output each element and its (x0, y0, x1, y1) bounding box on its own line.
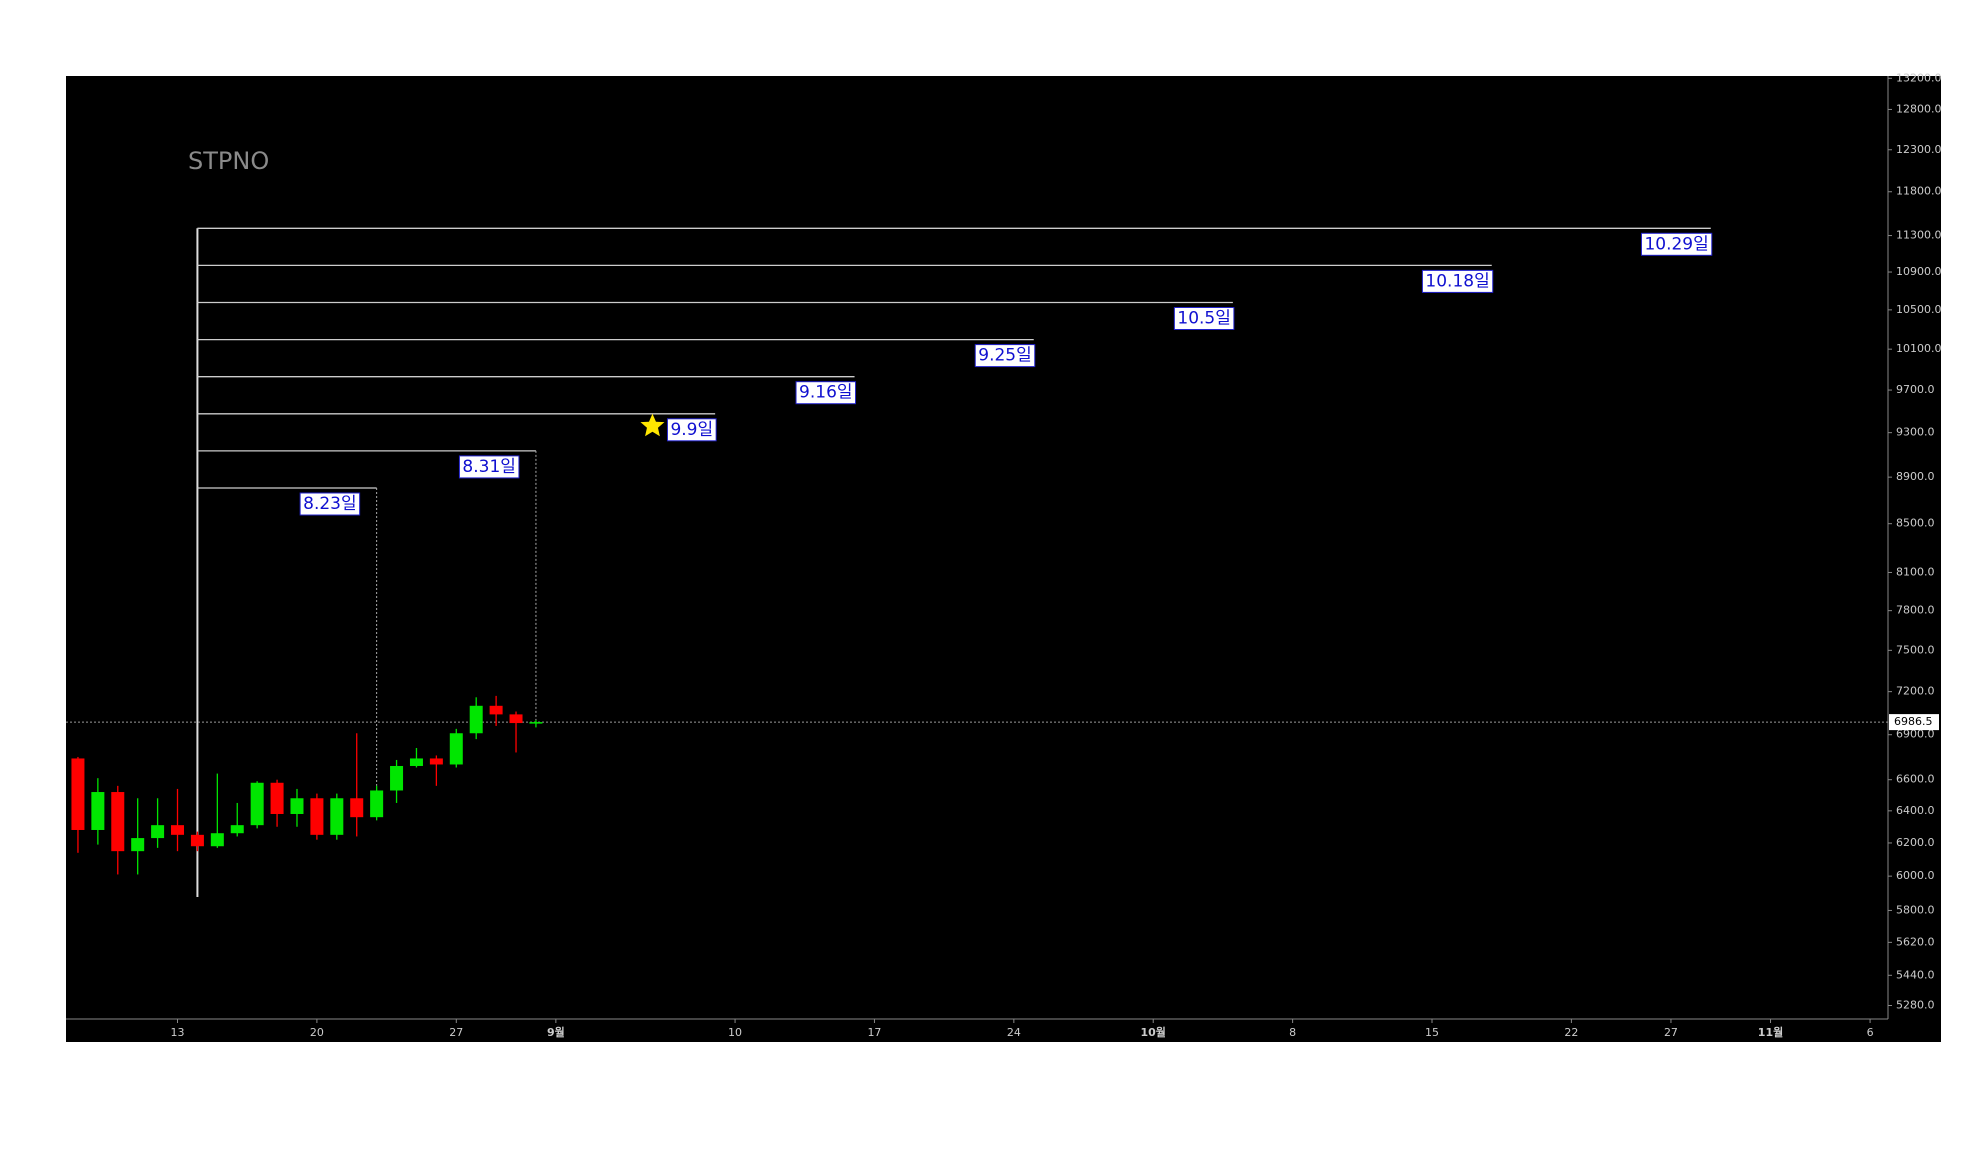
x-tick-label: 27 (1664, 1026, 1678, 1039)
annotation-label-box (299, 492, 361, 516)
annotation-label: 10.29일 (1644, 234, 1708, 254)
y-tick-label: 8100.0 (1896, 565, 1935, 578)
candle-body (310, 798, 324, 835)
y-tick-label: 10900.0 (1896, 265, 1942, 278)
y-tick-label: 7800.0 (1896, 604, 1935, 617)
last-price-label: 6986.5 (1894, 715, 1933, 728)
x-tick-label: 13 (171, 1026, 185, 1039)
annotation-label-box (1173, 307, 1235, 330)
y-tick-label: 9300.0 (1896, 426, 1935, 439)
candle-body (71, 758, 85, 830)
candle-body (489, 705, 503, 715)
candle-body (111, 792, 125, 852)
annotation-label: 10.5일 (1177, 309, 1231, 329)
x-tick-label: 15 (1425, 1026, 1439, 1039)
annotation-label-box (1421, 269, 1494, 293)
candle-body (509, 714, 523, 724)
annotation-label: 9.9일 (670, 420, 713, 440)
y-tick-label: 12300.0 (1896, 143, 1942, 156)
star-icon (640, 413, 665, 437)
annotation-label-box (458, 455, 520, 479)
y-tick-label: 12800.0 (1896, 102, 1942, 115)
x-tick-label: 10 (728, 1026, 742, 1039)
candle-body (270, 782, 284, 815)
x-tick-label: 20 (310, 1026, 324, 1039)
y-tick-label: 7500.0 (1896, 643, 1935, 656)
annotation-label-box (1640, 232, 1713, 256)
candle-body (210, 833, 224, 847)
x-tick-label: 8 (1289, 1026, 1296, 1039)
y-tick-label: 6400.0 (1896, 804, 1935, 817)
candle-body (390, 765, 404, 791)
candle-body (290, 798, 304, 815)
y-tick-label: 5800.0 (1896, 903, 1935, 916)
x-tick-label: 24 (1007, 1026, 1021, 1039)
y-tick-label: 5280.0 (1896, 998, 1935, 1011)
candle-body (529, 722, 543, 724)
y-tick-label: 6600.0 (1896, 773, 1935, 786)
x-tick-label: 10월 (1141, 1025, 1166, 1039)
y-tick-label: 9700.0 (1896, 383, 1935, 396)
y-tick-label: 8500.0 (1896, 517, 1935, 530)
candle-body (409, 758, 423, 766)
annotation-label: 9.16일 (799, 383, 853, 403)
annotation-label: 8.31일 (462, 457, 516, 477)
annotation-label-box (795, 381, 857, 405)
chart-title: STPNO (188, 147, 269, 175)
y-tick-label: 11800.0 (1896, 185, 1942, 198)
y-tick-label: 10100.0 (1896, 342, 1942, 355)
candle-body (350, 798, 364, 818)
x-tick-label: 17 (867, 1026, 881, 1039)
candle-body (151, 825, 165, 839)
annotation-label: 8.23일 (303, 494, 357, 514)
x-tick-label: 11월 (1758, 1025, 1783, 1039)
candle-body (190, 834, 204, 847)
y-tick-label: 6900.0 (1896, 728, 1935, 741)
candle-body (469, 705, 483, 734)
candle-body (449, 733, 463, 765)
y-tick-label: 5440.0 (1896, 968, 1935, 981)
x-tick-label: 6 (1867, 1026, 1874, 1039)
x-tick-label: 22 (1564, 1026, 1578, 1039)
last-price-box (1889, 714, 1939, 731)
candle-body (330, 798, 344, 835)
annotation-label: 10.18일 (1425, 271, 1489, 291)
annotation-label-box (974, 344, 1036, 368)
y-tick-label: 11300.0 (1896, 229, 1942, 242)
y-tick-label: 6000.0 (1896, 869, 1935, 882)
candle-body (429, 758, 443, 765)
candle-body (171, 825, 185, 835)
candle-body (250, 782, 264, 826)
y-tick-label: 10500.0 (1896, 303, 1942, 316)
y-tick-label: 7200.0 (1896, 685, 1935, 698)
x-tick-label: 9월 (547, 1025, 565, 1039)
candle-body (370, 790, 384, 818)
x-tick-label: 27 (449, 1026, 463, 1039)
y-tick-label: 6200.0 (1896, 836, 1935, 849)
y-tick-label: 13200.0 (1896, 71, 1942, 84)
candle-body (91, 792, 105, 830)
y-tick-label: 8900.0 (1896, 470, 1935, 483)
chart-background (66, 76, 1941, 1042)
candle-body (230, 825, 244, 834)
candle-body (131, 838, 145, 852)
annotation-label-box (666, 418, 717, 442)
y-tick-label: 5620.0 (1896, 935, 1935, 948)
annotation-label: 9.25일 (978, 346, 1031, 366)
